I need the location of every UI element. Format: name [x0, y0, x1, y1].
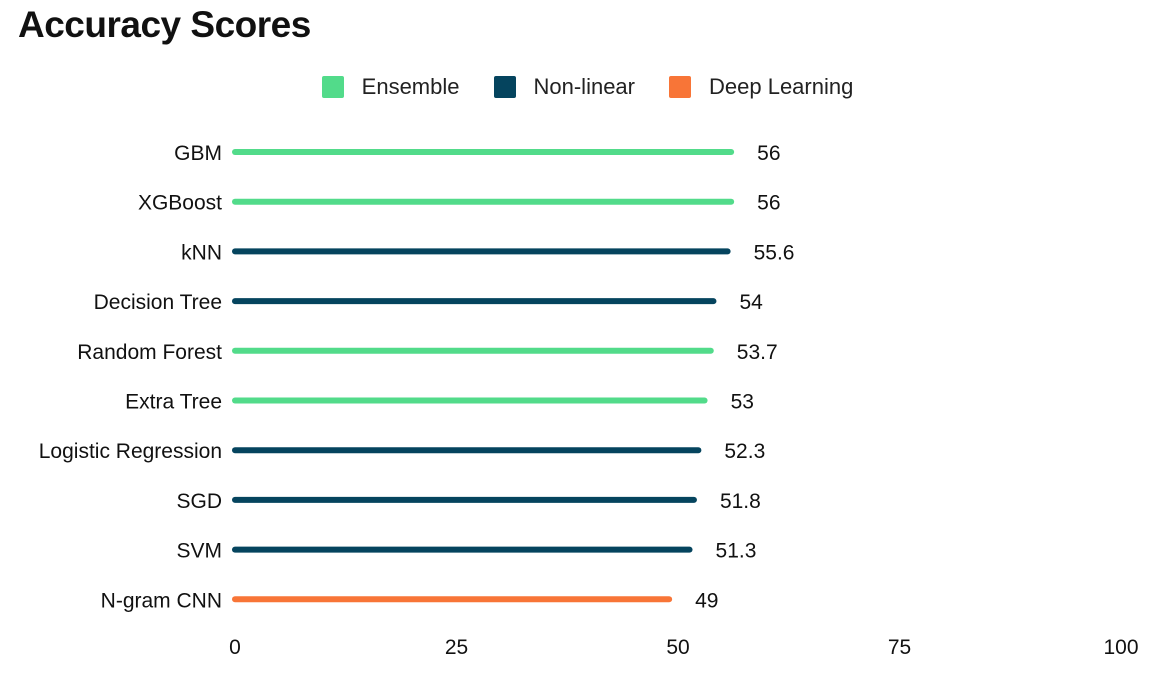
value-label-sgd: 51.8 — [720, 490, 761, 513]
x-tick-label-0: 0 — [229, 636, 241, 659]
category-label-extra-tree: Extra Tree — [125, 391, 222, 414]
category-label-svm: SVM — [176, 540, 222, 563]
value-label-extra-tree: 53 — [731, 391, 754, 414]
value-label-n-gram-cnn: 49 — [695, 589, 718, 612]
legend-item-non-linear[interactable]: Non-linear — [493, 74, 636, 100]
value-label-xgboost: 56 — [757, 192, 780, 215]
category-label-sgd: SGD — [176, 490, 222, 513]
chart-legend: Ensemble Non-linear Deep Learning — [0, 74, 1169, 100]
x-tick-label-100: 100 — [1103, 636, 1138, 659]
category-label-gbm: GBM — [174, 142, 222, 165]
chart-title: Accuracy Scores — [18, 4, 311, 45]
x-tick-label-25: 25 — [445, 636, 468, 659]
legend-swatch-deep-learning — [669, 76, 691, 98]
category-label-decision-tree: Decision Tree — [94, 291, 222, 314]
legend-swatch-non-linear — [493, 76, 516, 98]
value-label-decision-tree: 54 — [739, 291, 763, 314]
value-label-logistic-regression: 52.3 — [724, 440, 765, 463]
legend-item-ensemble[interactable]: Ensemble — [321, 74, 460, 100]
x-tick-label-50: 50 — [666, 636, 689, 659]
category-label-logistic-regression: Logistic Regression — [39, 440, 222, 463]
value-label-knn: 55.6 — [754, 241, 795, 264]
category-label-n-gram-cnn: N-gram CNN — [101, 589, 222, 612]
legend-label-ensemble: Ensemble — [361, 74, 460, 99]
category-label-knn: kNN — [181, 241, 222, 264]
value-label-random-forest: 53.7 — [737, 341, 778, 364]
legend-item-deep-learning[interactable]: Deep Learning — [669, 74, 853, 100]
value-label-gbm: 56 — [757, 142, 780, 165]
category-label-random-forest: Random Forest — [77, 341, 222, 364]
x-tick-label-75: 75 — [888, 636, 911, 659]
category-label-xgboost: XGBoost — [138, 192, 222, 215]
legend-swatch-ensemble — [321, 76, 344, 98]
value-label-svm: 51.3 — [716, 540, 757, 563]
legend-label-non-linear: Non-linear — [533, 74, 636, 99]
legend-label-deep-learning: Deep Learning — [709, 74, 854, 99]
